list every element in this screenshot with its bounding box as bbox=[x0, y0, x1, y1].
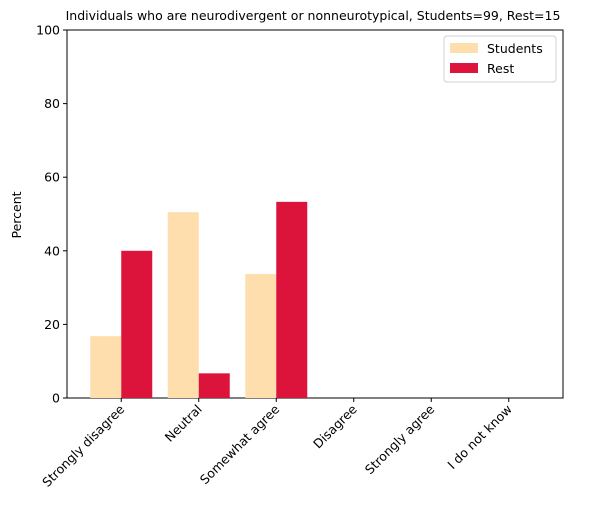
legend-swatch-rest bbox=[450, 63, 478, 73]
bar-students-0 bbox=[90, 336, 122, 398]
bar-rest-1 bbox=[198, 373, 230, 398]
x-tick-label: Disagree bbox=[310, 401, 360, 451]
bars bbox=[90, 201, 308, 398]
y-axis-label: Percent bbox=[9, 191, 24, 238]
legend-label-rest: Rest bbox=[487, 61, 514, 76]
legend: Students Rest bbox=[443, 35, 557, 83]
y-tick-label: 40 bbox=[44, 243, 60, 258]
x-tick-label: I do not know bbox=[444, 402, 515, 473]
bar-students-2 bbox=[245, 273, 277, 398]
x-tick-label: Neutral bbox=[162, 402, 205, 445]
y-tick-label: 20 bbox=[44, 317, 60, 332]
chart-title: Individuals who are neurodivergent or no… bbox=[66, 8, 561, 23]
bar-rest-0 bbox=[121, 250, 153, 398]
y-tick-label: 100 bbox=[36, 23, 60, 38]
bar-students-1 bbox=[167, 212, 199, 398]
y-tick-label: 80 bbox=[44, 96, 60, 111]
x-tick-label: Strongly disagree bbox=[39, 401, 127, 489]
y-tick-label: 0 bbox=[52, 391, 60, 406]
plot-area bbox=[66, 29, 564, 399]
x-tick-label: Strongly agree bbox=[362, 401, 438, 477]
plot-frame bbox=[66, 29, 564, 399]
y-tick-label: 60 bbox=[44, 170, 60, 185]
legend-swatch-students bbox=[450, 43, 478, 53]
legend-label-students: Students bbox=[487, 41, 543, 56]
y-axis: 0 20 40 60 80 100 bbox=[36, 23, 67, 406]
bar-rest-2 bbox=[276, 201, 308, 398]
x-tick-label: Somewhat agree bbox=[197, 401, 283, 487]
